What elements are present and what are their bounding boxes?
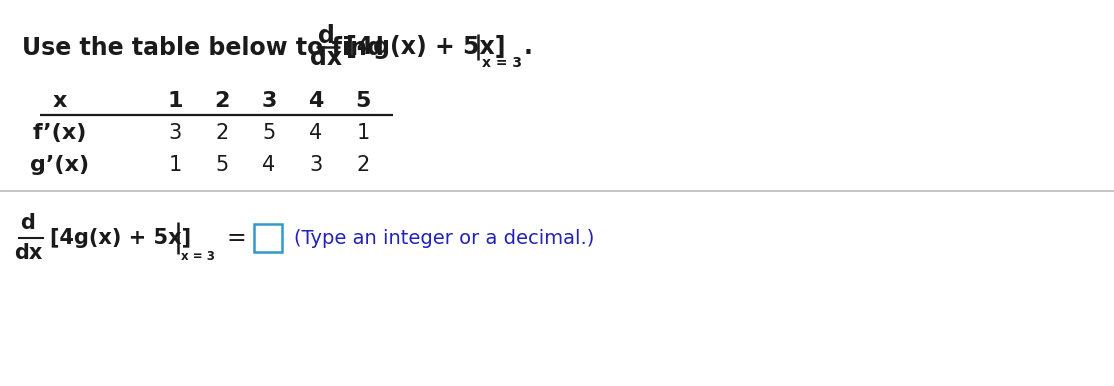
Bar <box>254 224 282 252</box>
Text: x = 3: x = 3 <box>180 249 215 262</box>
Text: 3: 3 <box>310 155 323 175</box>
Text: d: d <box>20 213 36 233</box>
Text: 2: 2 <box>356 155 370 175</box>
Text: x = 3: x = 3 <box>482 56 522 70</box>
Text: 4: 4 <box>263 155 275 175</box>
Text: dx: dx <box>13 243 42 263</box>
Text: [4g(x) + 5x]: [4g(x) + 5x] <box>346 35 506 59</box>
Text: 3: 3 <box>168 123 182 143</box>
Text: =: = <box>226 226 246 250</box>
Text: d: d <box>317 24 334 48</box>
Text: 4: 4 <box>309 91 324 111</box>
Text: 5: 5 <box>263 123 275 143</box>
Text: Use the table below to find: Use the table below to find <box>22 36 384 60</box>
Text: 1: 1 <box>168 155 182 175</box>
Text: 2: 2 <box>215 123 228 143</box>
Text: 5: 5 <box>355 91 371 111</box>
Text: 2: 2 <box>214 91 229 111</box>
Text: 3: 3 <box>262 91 276 111</box>
Text: .: . <box>524 35 532 59</box>
Text: 4: 4 <box>310 123 323 143</box>
Text: g’(x): g’(x) <box>30 155 89 175</box>
Text: [4g(x) + 5x]: [4g(x) + 5x] <box>50 228 192 248</box>
Text: dx: dx <box>310 46 342 70</box>
Text: 1: 1 <box>356 123 370 143</box>
Text: (Type an integer or a decimal.): (Type an integer or a decimal.) <box>294 229 595 247</box>
Text: f’(x): f’(x) <box>32 123 87 143</box>
Text: 5: 5 <box>215 155 228 175</box>
Text: 1: 1 <box>167 91 183 111</box>
Text: x: x <box>52 91 67 111</box>
